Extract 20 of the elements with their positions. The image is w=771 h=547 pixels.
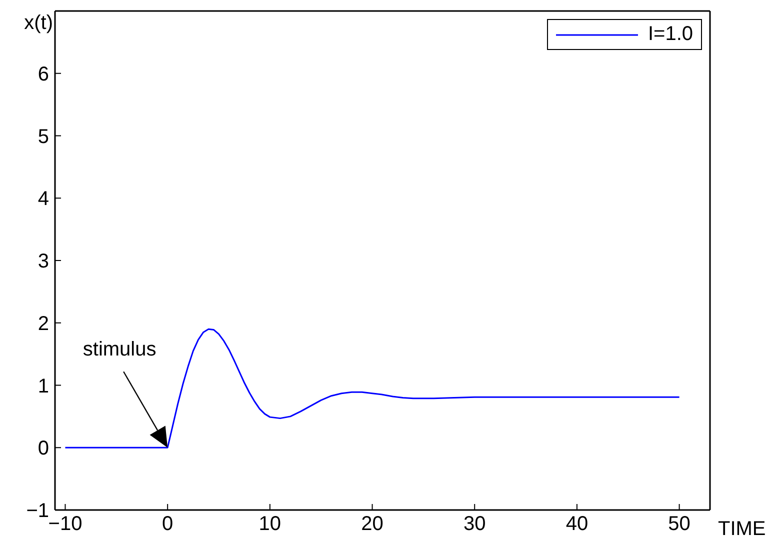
y-tick-label: 2 [38, 312, 49, 335]
y-tick-label: 6 [38, 63, 49, 86]
x-tick-label: 40 [566, 513, 588, 536]
x-tick-label: −10 [48, 513, 82, 536]
y-tick-label: 1 [38, 375, 49, 398]
y-tick-label: 0 [38, 438, 49, 460]
y-tick-label: 5 [38, 126, 49, 148]
y-tick-label: 4 [38, 188, 49, 210]
legend-label: I=1.0 [648, 23, 693, 46]
x-tick-label: 20 [361, 513, 384, 536]
x-tick-label: 30 [463, 513, 486, 536]
x-tick-label: 10 [258, 513, 282, 536]
x-tick-label: 0 [162, 513, 174, 536]
y-tick-label: 3 [38, 250, 49, 273]
y-axis-title: x(t) [24, 12, 53, 34]
line-series [64, 328, 680, 448]
x-tick-label: 50 [668, 513, 690, 536]
y-tick-label: −1 [26, 500, 49, 522]
x-axis-title: TIME [718, 518, 766, 540]
annotation: stimulus [82, 338, 156, 361]
